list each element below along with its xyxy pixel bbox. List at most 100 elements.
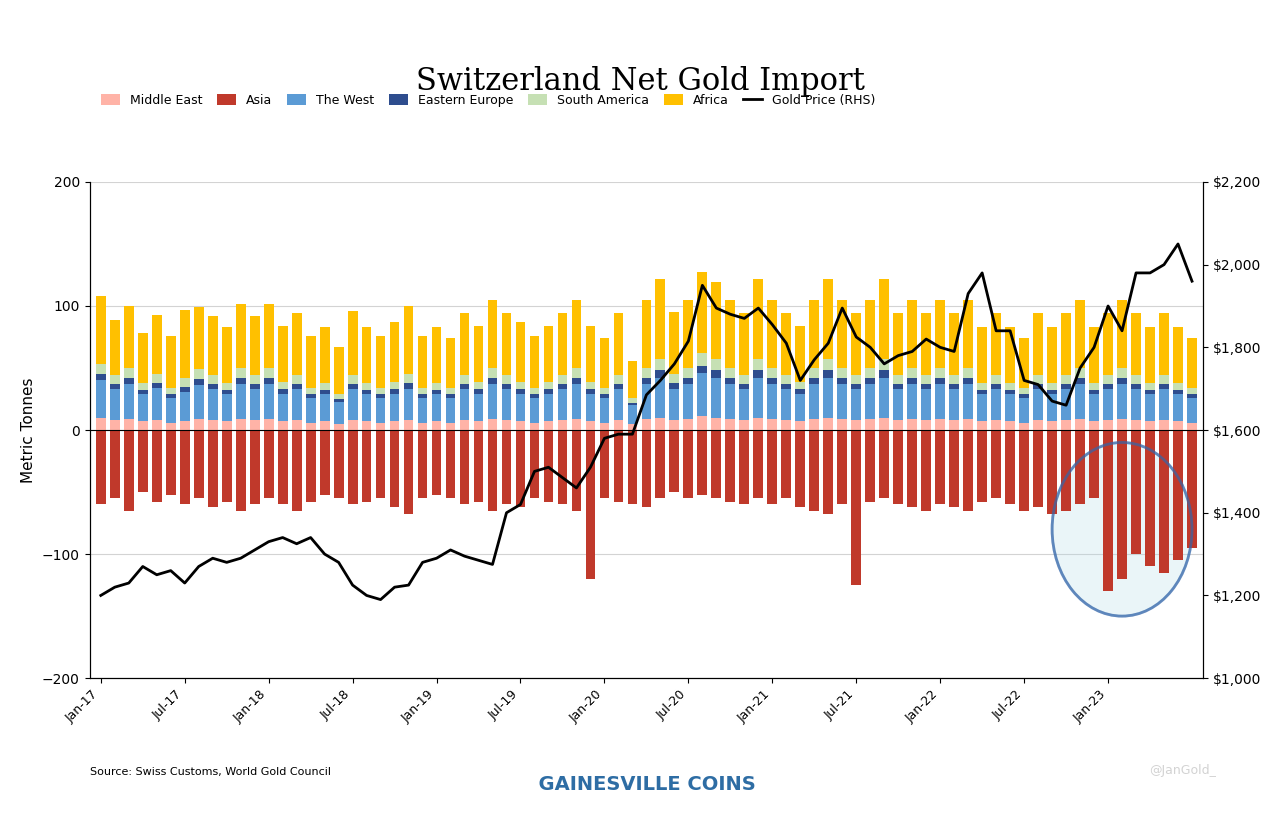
Bar bbox=[572, 430, 581, 511]
Bar bbox=[558, 385, 567, 390]
Gold Price (RHS) bbox=[358, 590, 374, 600]
Bar bbox=[823, 370, 833, 378]
Bar bbox=[544, 422, 553, 430]
Bar bbox=[641, 430, 652, 507]
Bar bbox=[781, 375, 791, 385]
Bar bbox=[1033, 313, 1043, 375]
Bar bbox=[740, 430, 749, 504]
Bar bbox=[1146, 394, 1155, 422]
Bar bbox=[431, 390, 442, 394]
Bar bbox=[879, 378, 890, 418]
Bar bbox=[362, 422, 371, 430]
Bar bbox=[1005, 422, 1015, 430]
Bar bbox=[1117, 378, 1126, 385]
Bar bbox=[124, 430, 133, 511]
Bar bbox=[166, 423, 175, 430]
Bar bbox=[1132, 375, 1140, 385]
Bar bbox=[110, 375, 119, 385]
Bar bbox=[1061, 430, 1071, 511]
Bar bbox=[152, 375, 161, 383]
Bar bbox=[865, 368, 876, 378]
Gold Price (RHS) bbox=[401, 581, 416, 590]
Bar bbox=[96, 430, 106, 504]
Bar bbox=[893, 375, 904, 385]
Bar bbox=[445, 394, 456, 398]
Bar bbox=[1174, 394, 1183, 422]
Bar bbox=[417, 336, 428, 388]
Bar bbox=[389, 390, 399, 394]
Bar bbox=[599, 388, 609, 394]
Bar bbox=[1132, 313, 1140, 375]
Bar bbox=[264, 430, 274, 498]
Bar bbox=[991, 390, 1001, 420]
Bar bbox=[460, 313, 470, 375]
Bar bbox=[754, 430, 763, 498]
Bar bbox=[389, 382, 399, 390]
Y-axis label: Metric Tonnes: Metric Tonnes bbox=[22, 377, 36, 483]
Bar bbox=[726, 430, 735, 502]
Bar bbox=[599, 394, 609, 398]
Legend: Middle East, Asia, The West, Eastern Europe, South America, Africa, Gold Price (: Middle East, Asia, The West, Eastern Eur… bbox=[96, 89, 881, 112]
Bar bbox=[221, 390, 232, 394]
Bar bbox=[376, 336, 385, 388]
Bar bbox=[179, 378, 189, 387]
Bar bbox=[641, 419, 652, 430]
Bar bbox=[138, 333, 147, 383]
Bar bbox=[124, 378, 133, 385]
Bar bbox=[922, 375, 931, 385]
Bar bbox=[530, 394, 539, 398]
Bar bbox=[795, 390, 805, 394]
Bar bbox=[1019, 423, 1029, 430]
Bar bbox=[306, 398, 316, 423]
Bar bbox=[334, 430, 343, 498]
Text: Source: Swiss Customs, World Gold Council: Source: Swiss Customs, World Gold Counci… bbox=[90, 767, 330, 777]
Bar bbox=[1075, 385, 1085, 419]
Bar bbox=[768, 385, 777, 419]
Bar bbox=[348, 375, 357, 385]
Bar bbox=[236, 304, 246, 368]
Bar bbox=[768, 300, 777, 368]
Bar bbox=[389, 394, 399, 422]
Bar bbox=[1160, 420, 1169, 430]
Bar bbox=[572, 378, 581, 385]
Bar bbox=[1047, 430, 1057, 514]
Bar bbox=[1146, 390, 1155, 394]
Bar bbox=[389, 430, 399, 507]
Bar bbox=[348, 420, 357, 430]
Bar bbox=[166, 430, 175, 495]
Bar bbox=[726, 300, 735, 368]
Gold Price (RHS) bbox=[540, 462, 556, 472]
Bar bbox=[474, 382, 484, 390]
Bar bbox=[516, 382, 525, 390]
Bar bbox=[908, 430, 916, 507]
Bar bbox=[292, 420, 302, 430]
Bar bbox=[684, 430, 694, 498]
Bar bbox=[193, 419, 204, 430]
Bar bbox=[781, 390, 791, 420]
Bar bbox=[1132, 430, 1140, 554]
Bar bbox=[207, 316, 218, 375]
Bar bbox=[502, 430, 512, 504]
Bar bbox=[795, 422, 805, 430]
Bar bbox=[865, 300, 876, 368]
Bar bbox=[1033, 420, 1043, 430]
Bar bbox=[1117, 419, 1126, 430]
Bar bbox=[348, 385, 357, 390]
Bar bbox=[1019, 388, 1029, 394]
Bar bbox=[530, 336, 539, 388]
Bar bbox=[698, 366, 708, 373]
Bar bbox=[823, 418, 833, 430]
Bar bbox=[221, 327, 232, 383]
Bar bbox=[320, 422, 329, 430]
Bar bbox=[558, 313, 567, 375]
Bar bbox=[96, 296, 106, 365]
Bar bbox=[236, 419, 246, 430]
Bar bbox=[781, 385, 791, 390]
Bar bbox=[417, 398, 428, 423]
Bar bbox=[977, 327, 987, 383]
Bar bbox=[851, 420, 861, 430]
Bar bbox=[1117, 430, 1126, 579]
Bar bbox=[460, 385, 470, 390]
Bar bbox=[1061, 390, 1071, 420]
Bar bbox=[320, 430, 329, 495]
